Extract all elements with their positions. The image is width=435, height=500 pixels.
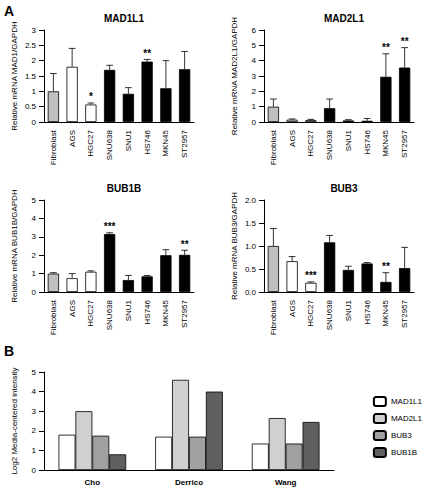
svg-text:MAD1L1: MAD1L1 <box>391 397 423 406</box>
svg-text:*: * <box>89 91 93 102</box>
svg-text:Relative mRNA MAD2L1/GAPDH: Relative mRNA MAD2L1/GAPDH <box>230 17 239 135</box>
svg-text:Fibroblast: Fibroblast <box>269 299 278 335</box>
svg-text:SNU1: SNU1 <box>344 129 353 151</box>
svg-text:AGS: AGS <box>288 300 297 317</box>
svg-text:3: 3 <box>32 232 37 241</box>
svg-text:Log2 Media-centered intensity: Log2 Media-centered intensity <box>10 367 19 474</box>
svg-text:2: 2 <box>32 56 37 65</box>
svg-text:Cho: Cho <box>85 478 101 487</box>
svg-text:4: 4 <box>252 56 257 65</box>
svg-text:Relative mRNA BUB3/GAPDH: Relative mRNA BUB3/GAPDH <box>230 192 239 300</box>
svg-text:Relative mRNA MAD1/GAPDH: Relative mRNA MAD1/GAPDH <box>10 21 19 131</box>
svg-text:HS746: HS746 <box>363 129 372 154</box>
svg-text:0: 0 <box>32 466 37 475</box>
svg-text:ST2957: ST2957 <box>180 299 189 328</box>
svg-text:5: 5 <box>32 196 37 205</box>
svg-text:HGC27: HGC27 <box>86 129 95 156</box>
svg-text:1: 1 <box>252 102 257 111</box>
svg-text:4: 4 <box>32 214 37 223</box>
svg-text:**: ** <box>382 261 390 272</box>
svg-text:SNU1: SNU1 <box>124 299 133 321</box>
svg-text:MKN45: MKN45 <box>161 299 170 326</box>
svg-text:***: *** <box>305 270 317 281</box>
svg-text:0.0: 0.0 <box>245 288 257 297</box>
svg-text:MKN45: MKN45 <box>161 129 170 156</box>
svg-text:4: 4 <box>32 387 37 396</box>
svg-text:2: 2 <box>252 87 257 96</box>
svg-text:5: 5 <box>252 41 257 50</box>
svg-text:3: 3 <box>32 26 37 35</box>
svg-text:Wang: Wang <box>275 478 297 487</box>
svg-text:MKN45: MKN45 <box>381 299 390 326</box>
svg-text:**: ** <box>181 239 189 250</box>
svg-text:Relative mRNA BUB1B/GAPDH: Relative mRNA BUB1B/GAPDH <box>10 189 19 303</box>
svg-text:1.0: 1.0 <box>245 242 257 251</box>
svg-text:BUB3: BUB3 <box>330 183 358 194</box>
svg-text:Fibroblast: Fibroblast <box>49 129 58 165</box>
svg-text:**: ** <box>382 42 390 53</box>
svg-text:SNU638: SNU638 <box>105 299 114 330</box>
svg-text:BUB3: BUB3 <box>391 431 412 440</box>
svg-text:SNU638: SNU638 <box>325 129 334 160</box>
svg-text:A: A <box>4 3 14 19</box>
svg-text:1.5: 1.5 <box>25 72 37 81</box>
svg-text:3: 3 <box>32 407 37 416</box>
svg-text:ST2957: ST2957 <box>400 299 409 328</box>
svg-text:SNU638: SNU638 <box>105 129 114 160</box>
svg-text:MAD2L1: MAD2L1 <box>324 13 364 24</box>
svg-text:0: 0 <box>252 118 257 127</box>
svg-text:AGS: AGS <box>288 130 297 147</box>
svg-text:HS746: HS746 <box>143 299 152 324</box>
svg-text:HS746: HS746 <box>363 299 372 324</box>
svg-text:ST2957: ST2957 <box>400 129 409 158</box>
svg-text:SNU1: SNU1 <box>124 129 133 151</box>
svg-text:2.0: 2.0 <box>245 196 257 205</box>
svg-text:Derrico: Derrico <box>175 478 203 487</box>
svg-text:BUB1B: BUB1B <box>391 448 417 457</box>
svg-text:1.5: 1.5 <box>245 219 257 228</box>
svg-text:3: 3 <box>252 72 257 81</box>
svg-text:AGS: AGS <box>68 130 77 147</box>
svg-text:0.5: 0.5 <box>245 265 257 274</box>
svg-text:HGC27: HGC27 <box>306 129 315 156</box>
svg-text:HGC27: HGC27 <box>306 299 315 326</box>
svg-text:ST2957: ST2957 <box>180 129 189 158</box>
svg-text:HGC27: HGC27 <box>86 299 95 326</box>
svg-text:HS746: HS746 <box>143 129 152 154</box>
svg-text:0: 0 <box>32 288 37 297</box>
svg-text:**: ** <box>401 36 409 47</box>
svg-text:1: 1 <box>32 269 37 278</box>
svg-text:1: 1 <box>32 446 37 455</box>
svg-text:0: 0 <box>32 118 37 127</box>
svg-text:SNU1: SNU1 <box>344 299 353 321</box>
svg-text:Fibroblast: Fibroblast <box>269 129 278 165</box>
svg-text:B: B <box>4 343 14 359</box>
svg-text:**: ** <box>143 48 151 59</box>
svg-text:2: 2 <box>32 251 37 260</box>
svg-text:MKN45: MKN45 <box>381 129 390 156</box>
svg-text:0.5: 0.5 <box>25 102 37 111</box>
svg-text:MAD1L1: MAD1L1 <box>104 13 144 24</box>
svg-text:5: 5 <box>32 368 37 377</box>
svg-text:SNU638: SNU638 <box>325 299 334 330</box>
svg-text:Fibroblast: Fibroblast <box>49 299 58 335</box>
svg-text:2.5: 2.5 <box>25 41 37 50</box>
svg-text:1: 1 <box>32 87 37 96</box>
svg-text:6: 6 <box>252 26 257 35</box>
svg-text:***: *** <box>104 221 116 232</box>
svg-text:2: 2 <box>32 426 37 435</box>
svg-text:MAD2L1: MAD2L1 <box>391 414 423 423</box>
svg-text:BUB1B: BUB1B <box>107 183 141 194</box>
svg-text:AGS: AGS <box>68 300 77 317</box>
